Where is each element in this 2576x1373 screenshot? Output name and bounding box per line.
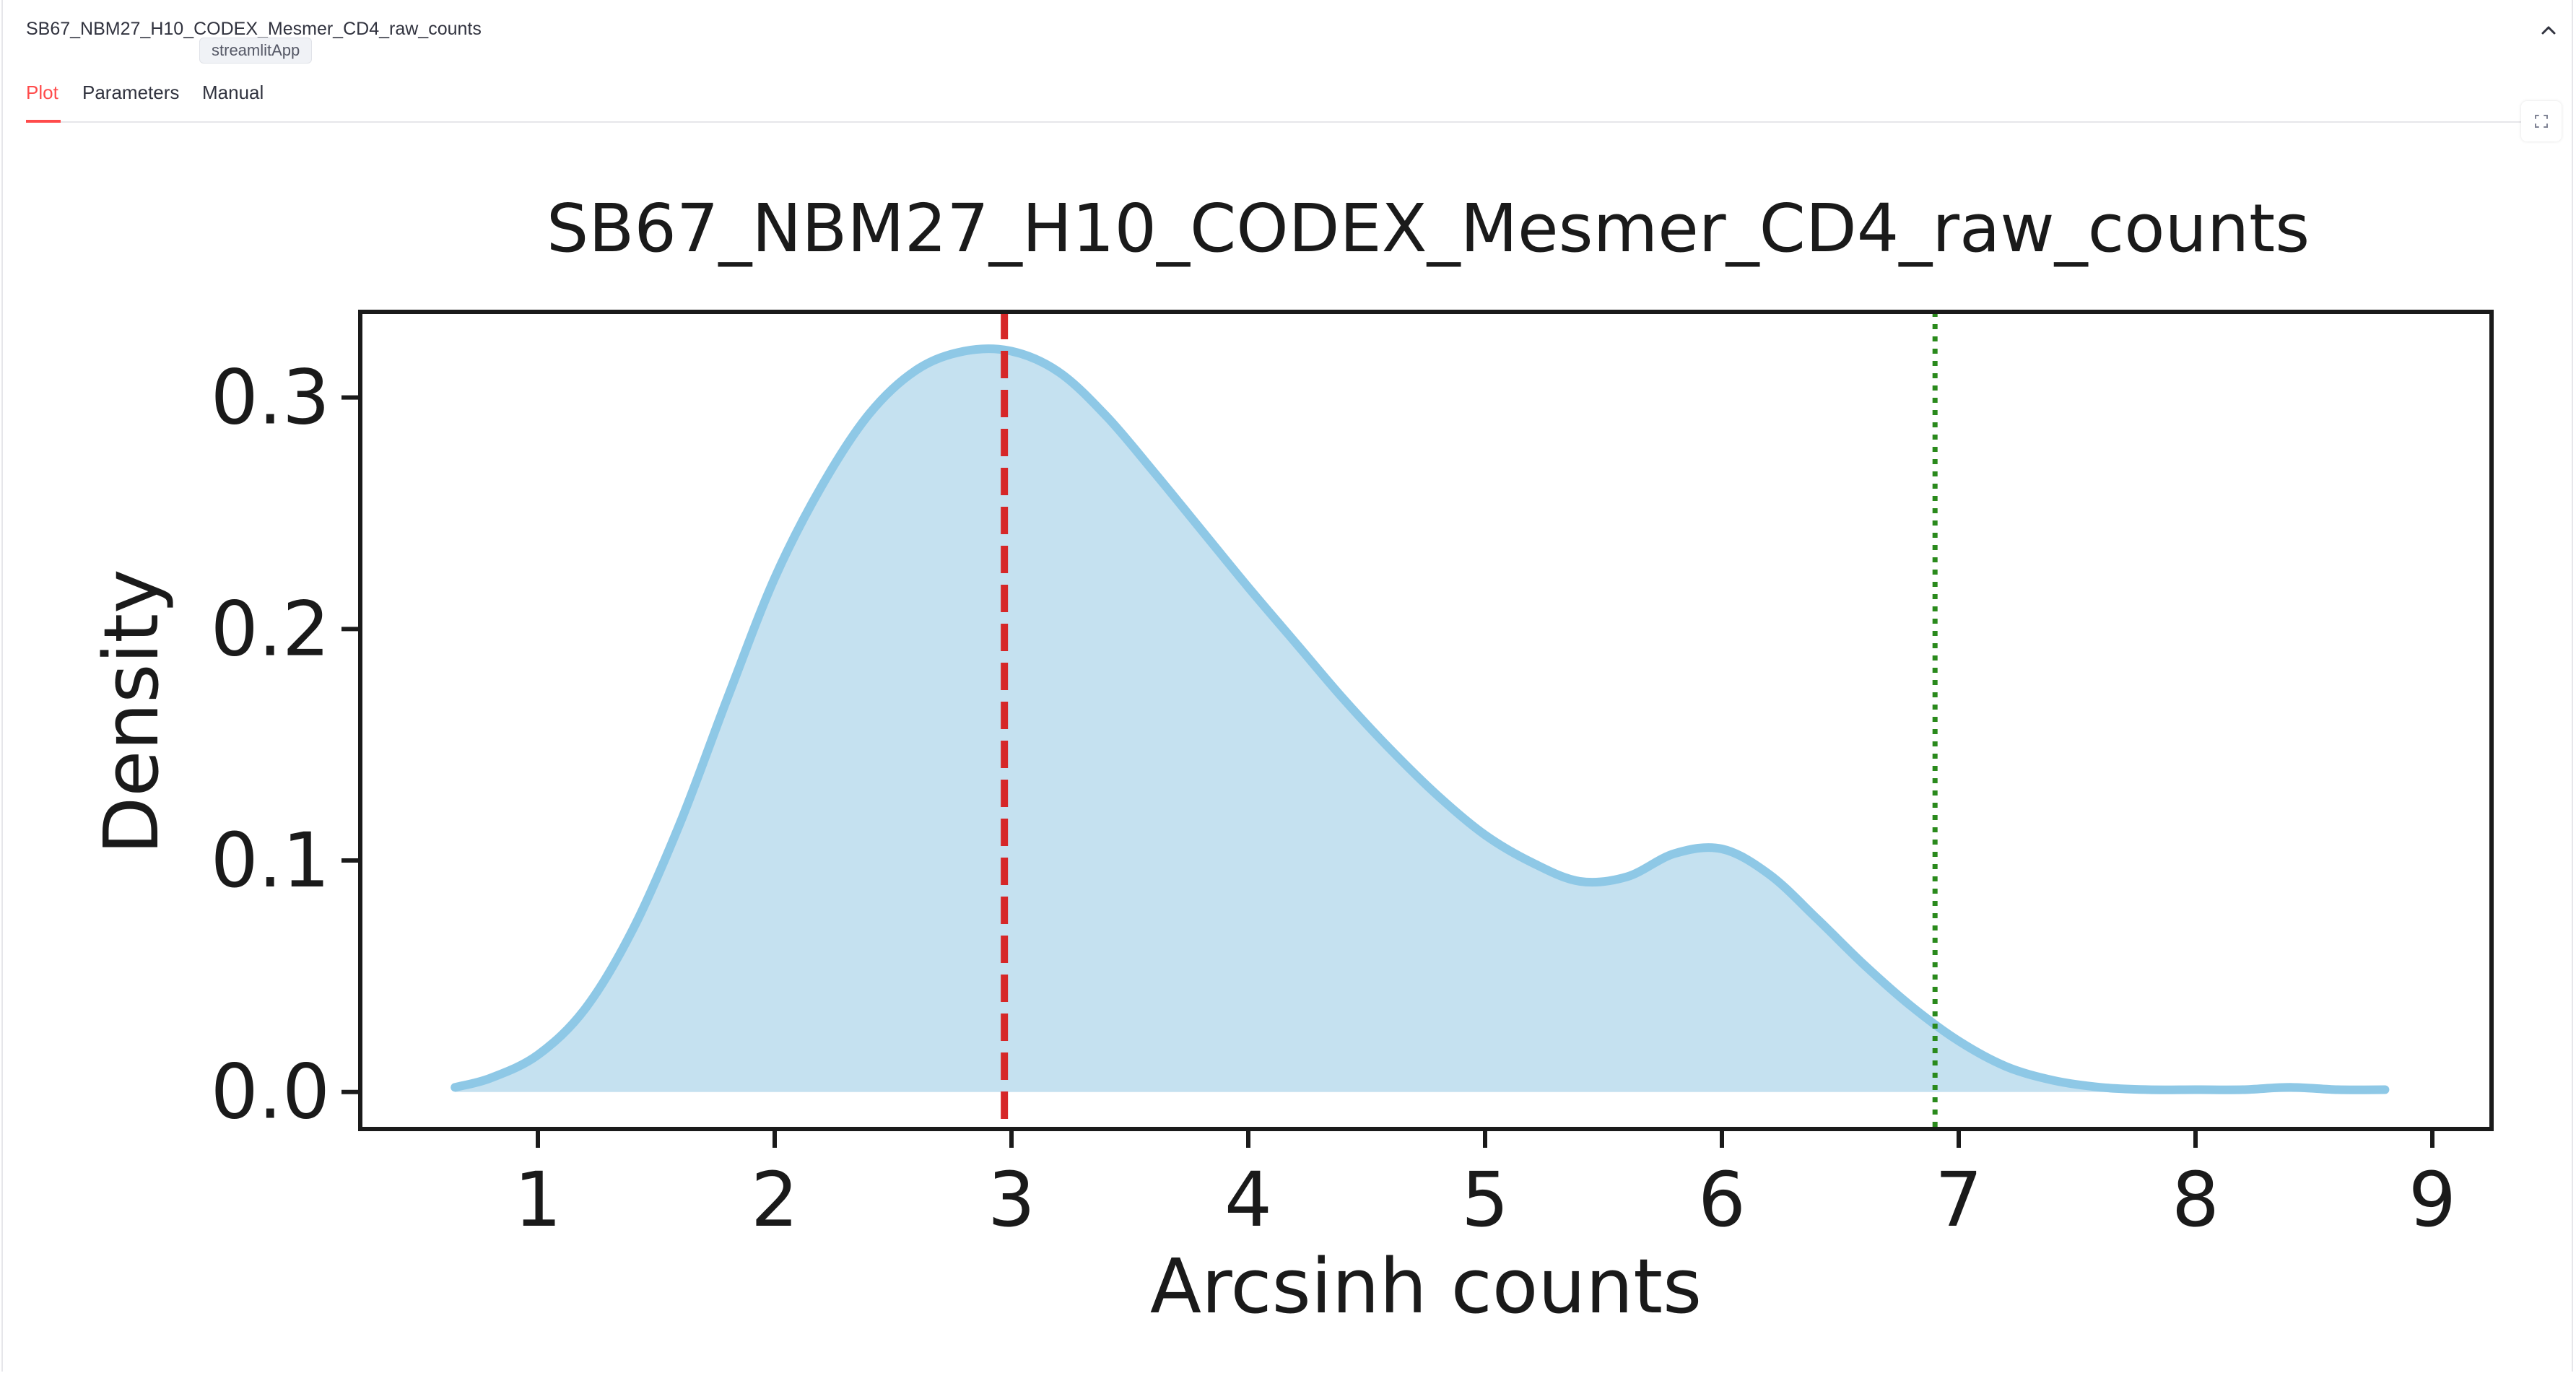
y-axis: 0.0 0.1 0.2 0.3 [211,354,360,1136]
x-tick-label: 2 [751,1156,799,1244]
x-tick-label: 8 [2172,1156,2219,1244]
tooltip: streamlitApp [199,38,313,64]
x-tick-label: 4 [1224,1156,1272,1244]
expander-title[interactable]: SB67_NBM27_H10_CODEX_Mesmer_CD4_raw_coun… [26,19,482,39]
y-tick-label: 0.1 [211,816,330,905]
y-tick-label: 0.3 [211,354,330,442]
tab-manual[interactable]: Manual [202,82,264,103]
x-tick-label: 3 [988,1156,1035,1244]
tab-parameters[interactable]: Parameters [82,82,180,103]
density-chart: SB67_NBM27_H10_CODEX_Mesmer_CD4_raw_coun… [87,190,2494,1330]
y-axis-label: Density [87,569,175,854]
x-tick-label: 5 [1461,1156,1509,1244]
chevron-up-icon[interactable] [2534,16,2563,45]
tab-plot[interactable]: Plot [26,82,58,103]
chart-title: SB67_NBM27_H10_CODEX_Mesmer_CD4_raw_coun… [547,190,2310,267]
plot-area [451,312,2390,1129]
x-axis-label: Arcsinh counts [1150,1242,1702,1330]
x-tick-label: 6 [1698,1156,1746,1244]
x-axis: 1 2 3 4 5 6 7 8 9 [514,1129,2456,1244]
plot-frame [358,310,2494,1131]
y-tick-label: 0.2 [211,585,330,673]
y-tick-label: 0.0 [211,1048,330,1136]
x-tick-label: 1 [514,1156,562,1244]
density-area [455,349,2385,1092]
tab-divider [26,121,2546,123]
fullscreen-button[interactable] [2521,101,2562,141]
fullscreen-icon [2521,115,2562,144]
expander-header[interactable]: SB67_NBM27_H10_CODEX_Mesmer_CD4_raw_coun… [0,0,2576,62]
active-tab-indicator [26,120,61,123]
x-tick-label: 7 [1935,1156,1983,1244]
density-line [451,344,2390,1094]
x-tick-label: 9 [2409,1156,2456,1244]
